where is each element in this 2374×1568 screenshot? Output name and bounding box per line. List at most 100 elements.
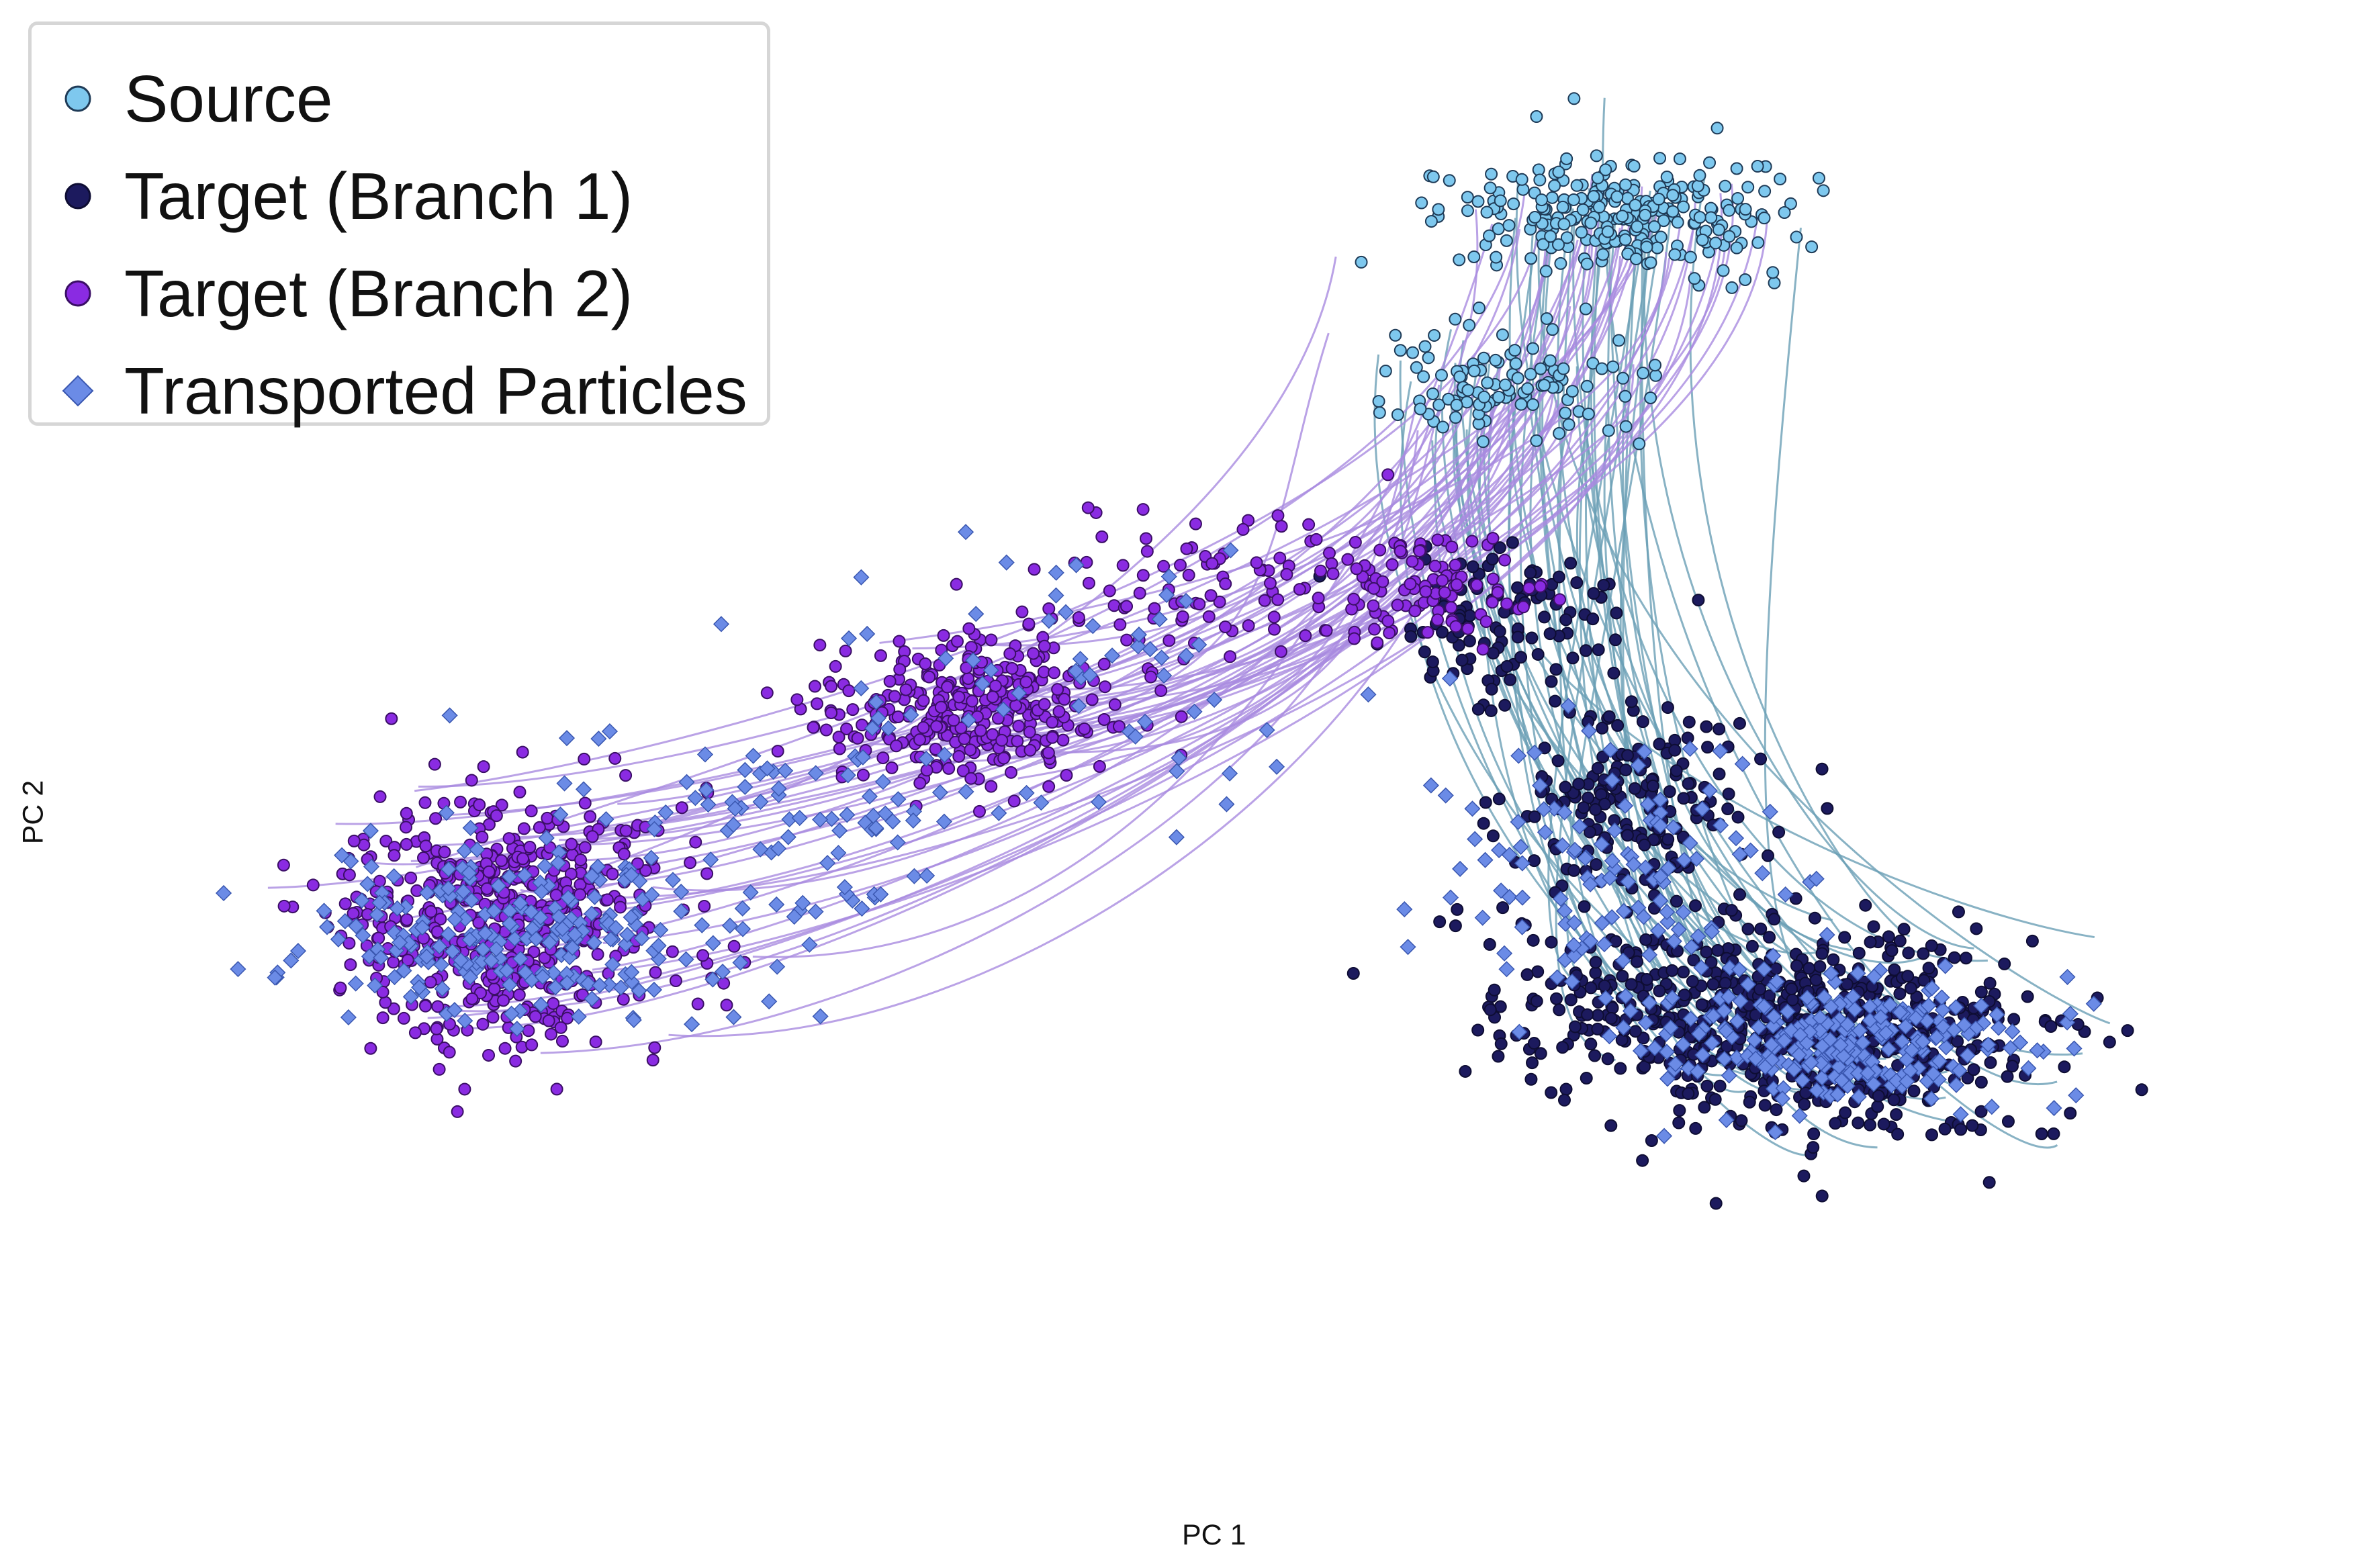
- point-transported-particles: [995, 701, 1012, 718]
- point-transported-particles: [625, 1011, 642, 1029]
- point-target-branch-1: [1590, 858, 1603, 871]
- point-source: [1472, 302, 1486, 315]
- point-target-branch-1: [1610, 606, 1623, 620]
- point-target-branch-2: [1500, 597, 1514, 610]
- point-transported-particles: [1948, 1076, 1965, 1093]
- point-target-branch-2: [277, 899, 291, 913]
- point-transported-particles: [1033, 794, 1050, 811]
- point-target-branch-1: [2005, 1060, 2019, 1073]
- point-target-branch-1: [1864, 1118, 1877, 1132]
- point-target-branch-2: [1267, 610, 1281, 624]
- point-target-branch-2: [1148, 602, 1161, 615]
- point-transported-particles: [1734, 755, 1751, 772]
- point-target-branch-1: [1807, 1141, 1820, 1154]
- point-source: [1616, 371, 1630, 385]
- point-transported-particles: [1158, 586, 1175, 604]
- point-transported-particles: [1630, 757, 1647, 774]
- point-transported-particles: [353, 892, 370, 909]
- point-source: [1417, 370, 1430, 383]
- point-target-branch-2: [1404, 578, 1417, 591]
- point-transported-particles: [1739, 976, 1757, 993]
- point-target-branch-2: [808, 680, 821, 693]
- point-target-branch-2: [985, 633, 998, 647]
- point-target-branch-1: [1982, 1176, 1996, 1189]
- point-source: [1543, 354, 1557, 367]
- point-target-branch-1: [1700, 1079, 1714, 1093]
- point-transported-particles: [1178, 647, 1195, 664]
- point-target-branch-1: [1672, 1116, 1686, 1129]
- point-source: [1684, 250, 1697, 264]
- point-source: [1739, 203, 1752, 216]
- point-target-branch-2: [934, 700, 948, 714]
- point-transported-particles: [440, 880, 457, 896]
- point-transported-particles: [704, 971, 721, 988]
- trajectory-branch-2: [439, 205, 1600, 1029]
- point-target-branch-2: [1140, 545, 1154, 558]
- point-target-branch-2: [1120, 600, 1134, 613]
- point-target-branch-2: [1367, 599, 1380, 612]
- point-source: [1693, 211, 1706, 224]
- point-target-branch-2: [771, 745, 784, 758]
- point-target-branch-2: [465, 774, 478, 787]
- point-target-branch-2: [400, 837, 413, 851]
- point-target-branch-1: [1581, 1008, 1594, 1021]
- point-target-branch-1: [1815, 947, 1829, 960]
- point-source: [1673, 152, 1686, 166]
- point-transported-particles: [890, 791, 907, 808]
- point-target-branch-1: [1549, 694, 1562, 708]
- point-transported-particles: [1514, 919, 1531, 935]
- point-target-branch-1: [1768, 913, 1781, 926]
- point-target-branch-2: [1310, 533, 1323, 546]
- point-target-branch-1: [1506, 536, 1519, 549]
- point-target-branch-1: [1722, 787, 1735, 800]
- point-target-branch-2: [1391, 598, 1404, 612]
- point-transported-particles: [714, 964, 731, 980]
- point-transported-particles: [1946, 1021, 1962, 1038]
- point-transported-particles: [1713, 817, 1729, 834]
- point-target-branch-1: [1549, 992, 1563, 1005]
- point-transported-particles: [734, 900, 751, 917]
- point-target-branch-1: [1731, 811, 1745, 824]
- point-transported-particles: [623, 866, 640, 883]
- point-target-branch-2: [1028, 563, 1041, 576]
- point-target-branch-2: [930, 720, 944, 733]
- point-source: [1483, 181, 1497, 195]
- point-transported-particles: [570, 1008, 587, 1025]
- point-transported-particles: [462, 819, 479, 836]
- point-target-branch-2: [962, 672, 975, 685]
- point-target-branch-1: [1471, 1023, 1485, 1037]
- point-target-branch-1: [1580, 1072, 1593, 1085]
- point-target-branch-2: [306, 878, 320, 892]
- point-transported-particles: [1907, 1010, 1924, 1027]
- point-transported-particles: [696, 746, 714, 763]
- point-transported-particles: [1731, 961, 1747, 978]
- point-target-branch-2: [1264, 577, 1277, 590]
- point-transported-particles: [1701, 782, 1718, 799]
- point-transported-particles: [872, 886, 889, 903]
- point-target-branch-2: [574, 888, 587, 901]
- point-source: [1537, 379, 1551, 392]
- point-target-branch-1: [1621, 749, 1635, 762]
- legend-marker-branch-2: [58, 274, 97, 313]
- point-target-branch-2: [1293, 583, 1306, 596]
- point-transported-particles: [343, 853, 359, 870]
- point-transported-particles: [1565, 937, 1582, 954]
- point-target-branch-1: [1591, 762, 1604, 775]
- point-source: [1567, 92, 1581, 105]
- point-target-branch-2: [1189, 517, 1202, 531]
- point-transported-particles: [732, 954, 749, 971]
- point-transported-particles: [721, 917, 738, 934]
- point-transported-particles: [1400, 939, 1416, 956]
- point-target-branch-1: [1531, 647, 1545, 661]
- point-transported-particles: [965, 652, 982, 669]
- point-target-branch-2: [424, 905, 438, 918]
- point-target-branch-2: [376, 1011, 390, 1025]
- point-transported-particles: [1791, 1107, 1808, 1124]
- data-points: [215, 92, 2148, 1210]
- point-target-branch-2: [952, 690, 966, 704]
- point-transported-particles: [864, 720, 881, 737]
- point-target-branch-2: [833, 742, 846, 755]
- point-target-branch-2: [1381, 468, 1395, 481]
- point-transported-particles: [1667, 1056, 1684, 1072]
- point-transported-particles: [868, 820, 884, 837]
